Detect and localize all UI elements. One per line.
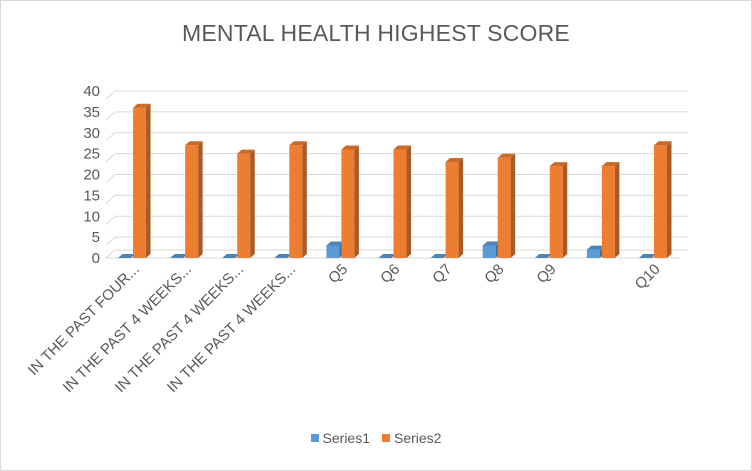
bar-series1-front [326, 245, 340, 258]
bar-series1-top [378, 254, 396, 258]
legend-item: Series2 [382, 430, 441, 446]
bar-series2-front [445, 161, 459, 258]
bar-series2-front [601, 166, 615, 258]
bar-series2-front [497, 157, 511, 258]
gridline-5 [105, 236, 688, 246]
y-tick-label: 25 [83, 146, 100, 163]
bar-series2-top [653, 141, 672, 146]
legend-label: Series1 [322, 430, 370, 446]
x-tick-label: Q10 [632, 261, 664, 293]
bar-series1-top [482, 241, 501, 246]
y-tick-label: 5 [92, 229, 100, 246]
bar-series1-top [222, 254, 240, 258]
chart-legend: Series1 Series2 [0, 430, 752, 446]
bar-series2-front [289, 145, 303, 258]
y-tick-label: 10 [83, 208, 100, 225]
bar-series2-top [549, 162, 568, 167]
y-tick-label: 40 [83, 83, 100, 100]
y-tick-label: 30 [83, 125, 100, 142]
bar-series2-top [497, 153, 516, 158]
bar-series2-side [146, 103, 151, 258]
x-tick-label: Q5 [325, 261, 351, 287]
bar-series2-side [250, 149, 255, 258]
bar-series2-front [341, 149, 355, 258]
bar-series1-top [430, 254, 449, 258]
y-tick-label: 35 [83, 104, 100, 121]
bar-series2-front [653, 145, 667, 258]
bar-series2-top [445, 157, 464, 162]
bar-series2-side [302, 141, 307, 258]
bar-series2-top [601, 162, 620, 167]
bar-series1-top [326, 241, 344, 246]
bar-series1-top [638, 254, 657, 258]
gridline-30 [105, 132, 688, 142]
gridline-35 [105, 111, 688, 121]
gridline-25 [105, 153, 688, 162]
bar-series2-front [549, 166, 563, 258]
bar-series1-top [274, 254, 292, 258]
bar-series2-top [237, 149, 255, 154]
gridline-20 [105, 174, 688, 183]
x-tick-label: Q6 [377, 261, 403, 287]
x-tick-label: Q7 [429, 261, 455, 287]
legend-swatch [310, 434, 319, 442]
bar-series2-top [289, 141, 307, 146]
legend-item: Series1 [310, 430, 370, 446]
bar-series1-top [586, 245, 605, 250]
y-tick-label: 20 [83, 167, 100, 184]
chart-title: MENTAL HEALTH HIGHEST SCORE [182, 20, 570, 46]
gridline-10 [105, 215, 688, 225]
bar-series2-side [666, 141, 672, 258]
bar-series2-side [354, 145, 359, 258]
bar-series2-side [510, 153, 516, 258]
legend-swatch [382, 434, 390, 442]
bar-series2-side [198, 141, 203, 258]
bar-series1-front [482, 245, 496, 258]
legend-label: Series2 [394, 430, 442, 446]
bar-series2-side [458, 157, 464, 258]
bar-series2-side [562, 162, 568, 258]
bar-series1-top [118, 254, 136, 258]
bar-series1-top [534, 254, 553, 258]
x-tick-label: Q9 [533, 261, 559, 287]
bar-series2-side [614, 162, 620, 258]
bar-series2-front [133, 107, 147, 258]
y-tick-label: 0 [92, 250, 100, 267]
bar-series2-front [185, 145, 199, 258]
bar-series1-top [170, 254, 188, 258]
bar-series2-top [133, 103, 151, 108]
bar-series2-top [341, 145, 359, 150]
bar-series1-front [586, 249, 600, 258]
gridline-40 [105, 90, 688, 100]
y-tick-label: 15 [83, 187, 100, 204]
bar-series2-side [406, 145, 411, 258]
gridline-15 [105, 194, 688, 204]
bar-series2-front [393, 149, 407, 258]
x-tick-label: Q8 [481, 261, 507, 287]
bar-series2-front [237, 153, 251, 258]
bar-series2-top [393, 145, 411, 150]
bar-series2-top [185, 141, 203, 146]
